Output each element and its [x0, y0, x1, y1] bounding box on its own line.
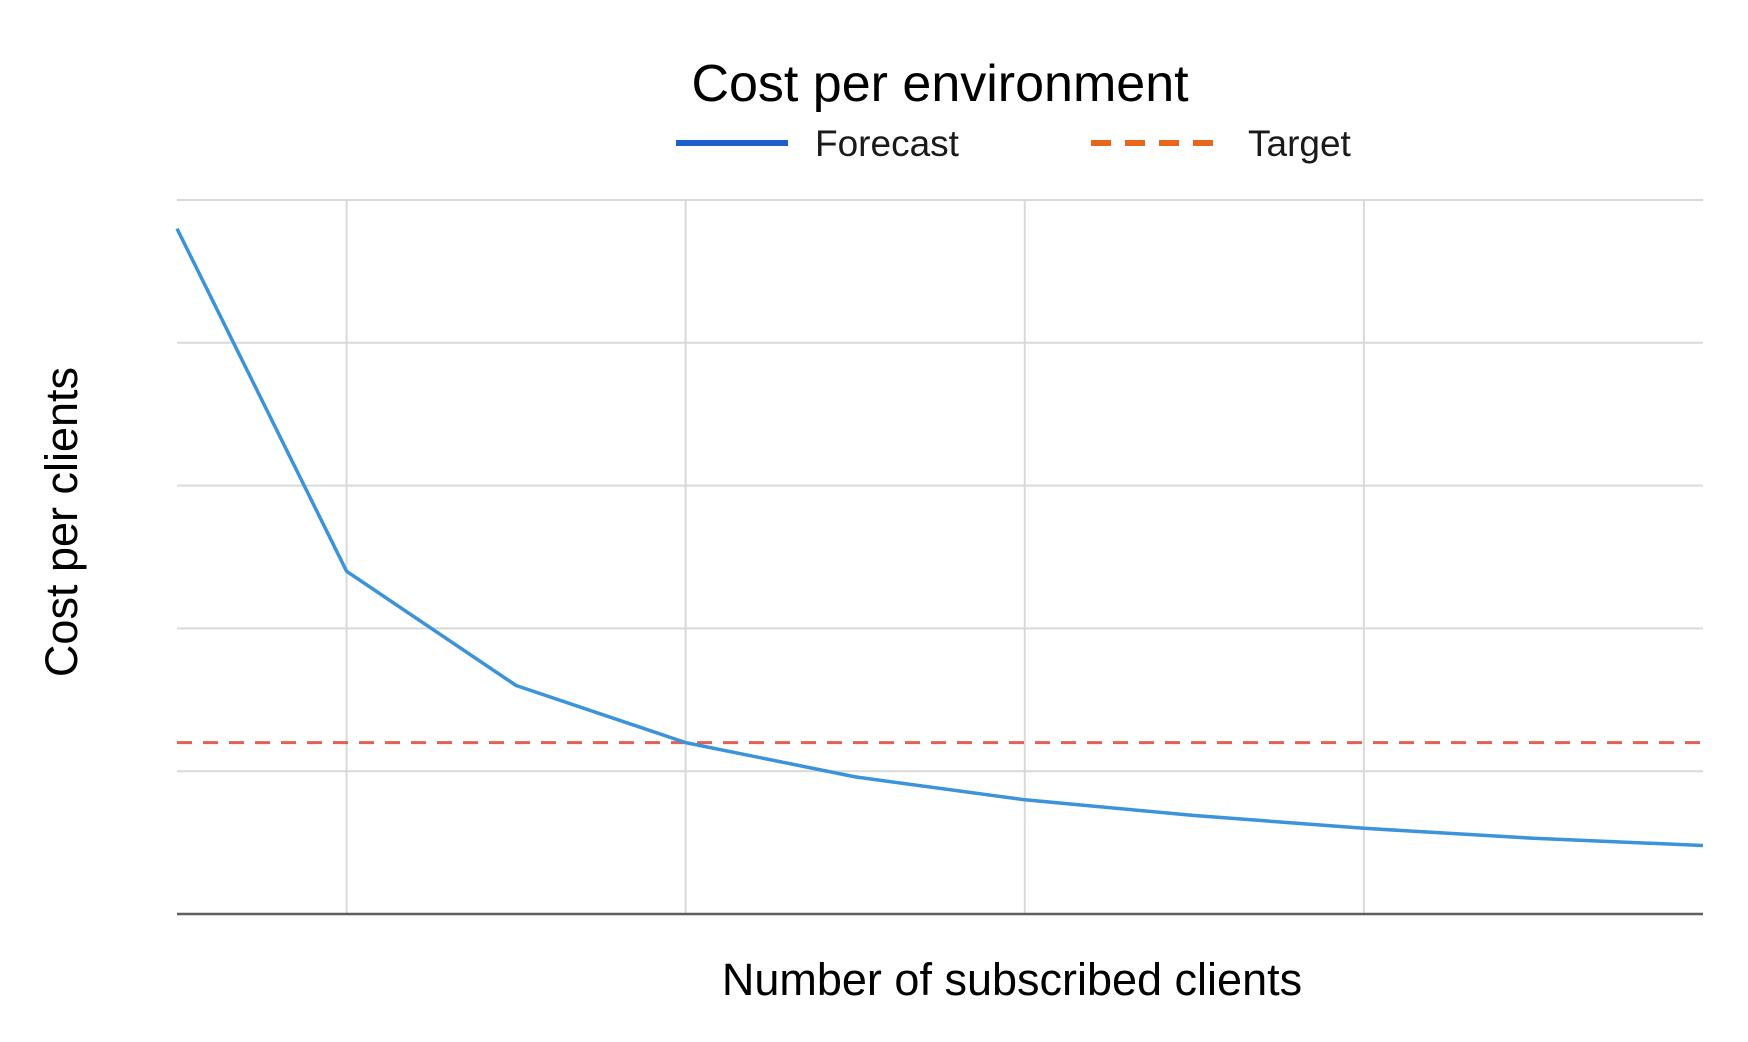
series-line-forecast	[175, 227, 1704, 848]
legend-label-target: Target	[1248, 123, 1352, 164]
series-group	[175, 227, 1704, 848]
chart-title: Cost per environment	[691, 55, 1189, 113]
legend-label-forecast: Forecast	[815, 123, 960, 164]
grid	[177, 199, 1703, 914]
x-axis-title: Number of subscribed clients	[722, 954, 1302, 1005]
legend: Forecast Target	[676, 123, 1352, 164]
y-axis-title: Cost per clients	[36, 367, 87, 677]
